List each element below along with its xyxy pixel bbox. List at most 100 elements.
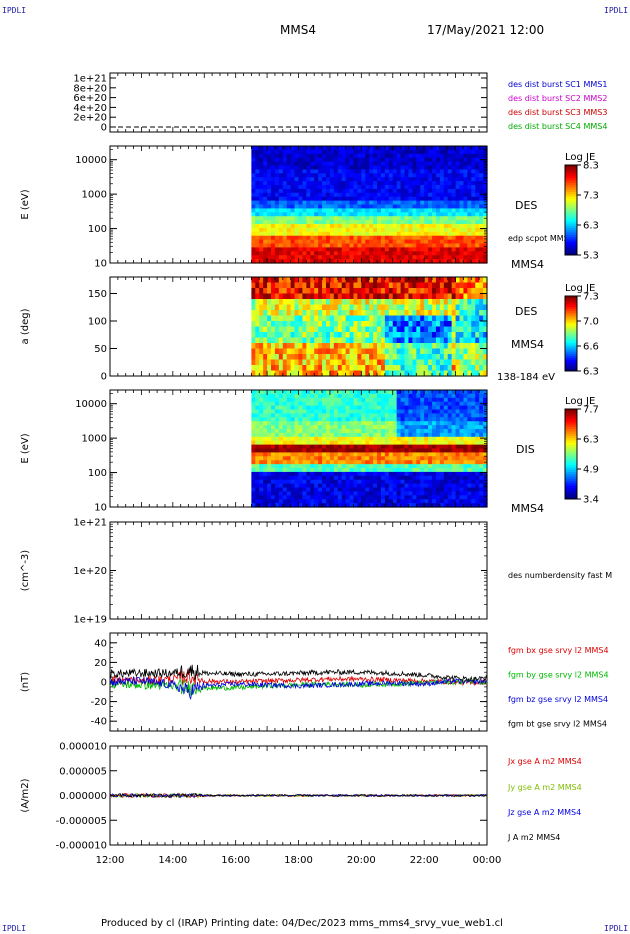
spectrogram-cell [337,483,343,489]
spectrogram-cell [325,321,331,328]
spectrogram-cell [416,413,421,418]
spectrogram-cell [274,247,280,252]
spectrogram-cell [424,460,429,465]
spectrogram-cell [310,231,315,237]
spectrogram-cell [353,503,359,508]
spectrogram-cell [369,348,374,355]
spectrogram-cell [373,421,378,426]
spectrogram-cell [467,208,472,213]
spectrogram-cell [459,436,465,442]
spectrogram-cell [369,425,374,430]
spectrogram-cell [408,255,413,260]
spectrogram-cell [322,239,327,245]
spectrogram-cell [271,196,276,202]
spectrogram-cell [377,448,382,453]
spectrogram-cell [286,212,292,217]
spectrogram-cell [471,192,476,198]
spectrogram-cell [435,405,441,411]
spectrogram-cell [314,153,319,159]
spectrogram-cell [357,393,362,399]
spectrogram-cell [259,456,264,461]
spectrogram-cell [325,169,331,174]
spectrogram-cell [361,185,366,190]
spectrogram-cell [333,326,339,333]
spectrogram-cell [251,146,256,151]
spectrogram-cell [428,460,433,465]
spectrogram-cell [451,293,457,300]
spectrogram-cell [357,409,362,414]
spectrogram-cell [447,503,453,508]
spectrogram-cell [416,185,421,190]
spectrogram-cell [255,200,260,206]
spectrogram-cell [377,397,382,403]
spectrogram-cell [408,239,413,245]
spectrogram-cell [349,456,355,461]
spectrogram-cell [341,413,347,418]
spectrogram-cell [388,177,394,182]
spectrogram-cell [400,365,406,372]
spectrogram-cell [455,468,461,473]
spectrogram-cell [451,464,457,469]
spectrogram-cell [428,255,433,260]
spectrogram-cell [392,299,398,306]
spectrogram-cell [282,247,288,252]
spectrogram-cell [267,456,272,461]
spectrogram-cell [341,448,347,453]
spectrogram-cell [455,149,461,155]
spectrogram-cell [286,220,292,225]
spectrogram-cell [263,169,268,174]
spectrogram-cell [314,196,319,202]
spectrogram-cell [263,444,268,450]
spectrogram-cell [286,293,292,300]
spectrogram-cell [329,235,335,241]
spectrogram-cell [475,310,480,317]
spectrogram-cell [388,487,394,492]
spectrogram-cell [345,247,351,252]
spectrogram-cell [373,239,378,245]
spectrogram-cell [278,421,284,426]
spectrogram-cell [341,293,347,300]
spectrogram-cell [380,220,386,225]
spectrogram-cell [384,393,390,399]
spectrogram-cell [341,299,347,306]
spectrogram-cell [357,299,362,306]
spectrogram-cell [388,440,394,446]
spectrogram-cell [373,495,378,500]
spectrogram-cell [271,393,276,399]
spectrogram-cell [329,483,335,489]
spectrogram-cell [341,421,347,426]
spectrogram-cell [349,235,355,241]
spectrogram-cell [259,169,264,174]
colorbar-step [565,314,577,318]
spectrogram-cell [392,460,398,465]
spectrogram-cell [447,440,453,446]
spectrogram-cell [471,208,476,213]
spectrogram-cell [341,456,347,461]
spectrogram-cell [400,444,406,450]
spectrogram-cell [361,165,366,170]
spectrogram-cell [459,161,465,167]
spectrogram-cell [377,161,382,167]
spectrogram-cell [365,436,370,442]
spectrogram-cell [443,429,449,434]
spectrogram-cell [479,235,484,241]
spectrogram-cell [404,282,410,289]
spectrogram-cell [424,251,429,256]
spectrogram-cell [408,326,413,333]
spectrogram-cell [443,282,449,289]
spectrogram-cell [306,436,311,442]
spectrogram-cell [274,487,280,492]
spectrogram-cell [329,299,335,306]
spectrogram-cell [310,177,315,182]
spectrogram-cell [267,471,272,477]
spectrogram-cell [416,310,421,317]
spectrogram-cell [345,359,351,366]
spectrogram-cell [353,188,359,194]
spectrogram-cell [263,359,268,366]
spectrogram-cell [337,304,343,311]
spectrogram-cell [467,149,472,155]
spectrogram-cell [274,208,280,213]
spectrogram-cell [467,157,472,163]
spectrogram-cell [408,188,413,194]
spectrogram-cell [329,304,335,311]
